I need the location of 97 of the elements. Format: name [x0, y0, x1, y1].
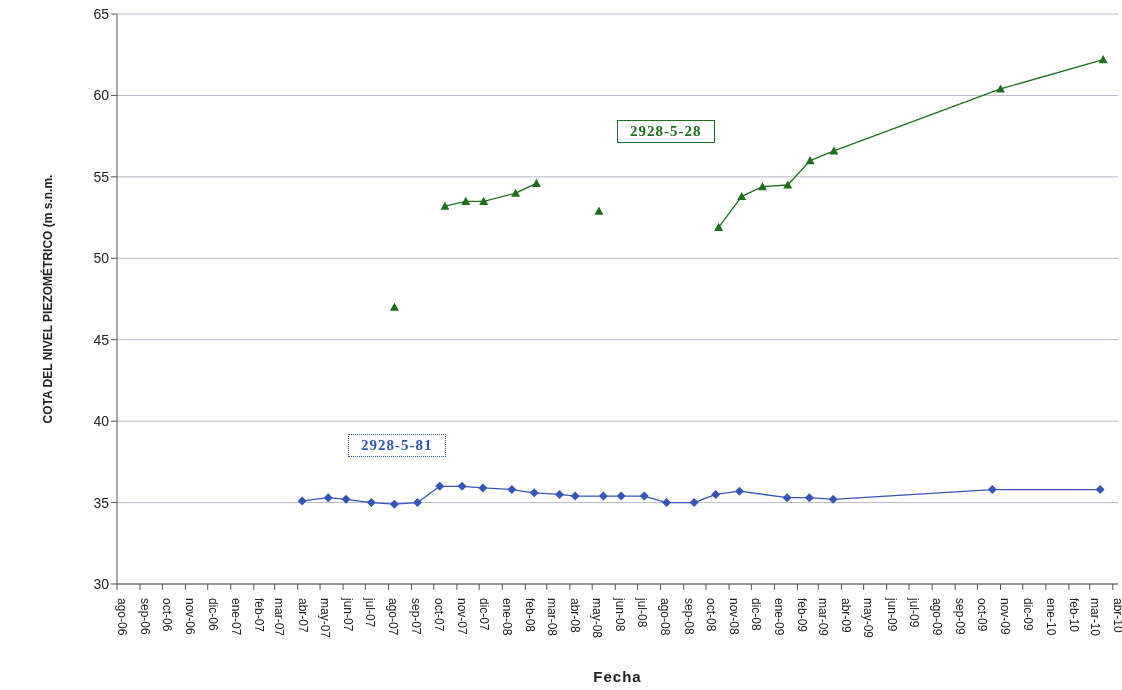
y-tick-label: 60	[93, 87, 110, 104]
x-tick-label: mar-08	[544, 598, 559, 637]
x-tick-label: dic-06	[205, 598, 220, 632]
point	[529, 488, 539, 498]
point	[461, 196, 471, 205]
point	[734, 486, 744, 496]
x-tick-label: abr-10	[1110, 598, 1122, 634]
point	[689, 498, 699, 508]
x-tick-label: nov-08	[726, 598, 741, 636]
x-tick-label: ene-07	[228, 598, 243, 636]
point	[714, 222, 724, 231]
point	[828, 494, 838, 504]
y-tick-label: 35	[93, 494, 110, 511]
point	[297, 496, 307, 506]
point	[570, 491, 580, 501]
point	[829, 146, 839, 155]
x-tick-label: oct-08	[703, 598, 718, 632]
point	[616, 491, 626, 501]
point	[639, 491, 649, 501]
point	[805, 156, 815, 165]
point	[389, 499, 399, 509]
point	[804, 493, 814, 503]
point	[531, 178, 541, 187]
x-tick-label: ago-06	[114, 598, 129, 636]
x-tick-label: ago-08	[658, 598, 673, 636]
x-tick-label: jun-08	[613, 597, 628, 632]
point	[389, 302, 399, 311]
point	[366, 498, 376, 508]
y-tick-label: 45	[93, 331, 110, 348]
point	[479, 196, 489, 205]
point	[1098, 55, 1108, 64]
x-tick-label: ene-10	[1043, 598, 1058, 636]
x-tick-label: may-07	[317, 598, 332, 639]
point	[996, 84, 1005, 93]
x-tick-label: ago-07	[386, 598, 401, 636]
x-tick-label: jul-07	[363, 597, 378, 628]
x-tick-label: mar-09	[816, 598, 831, 637]
point	[507, 485, 517, 495]
y-tick-label: 65	[93, 5, 110, 22]
point	[1095, 485, 1105, 495]
x-tick-label: ene-08	[500, 598, 515, 636]
point	[457, 481, 467, 491]
x-tick-label: feb-10	[1066, 598, 1081, 633]
text: 2928-5-28	[617, 120, 715, 143]
x-tick-label: feb-07	[251, 598, 266, 633]
x-tick-label: ago-09	[929, 598, 944, 636]
x-tick-label: sep-07	[409, 598, 424, 636]
x-tick-label: abr-08	[567, 598, 582, 634]
point	[323, 493, 333, 503]
x-tick-label: oct-07	[431, 598, 446, 632]
point	[782, 493, 792, 503]
y-tick-label: 55	[93, 168, 110, 185]
point	[511, 188, 521, 197]
point	[412, 498, 422, 508]
x-tick-label: feb-08	[523, 598, 538, 633]
x-tick-label: may-08	[590, 598, 605, 639]
x-tick-label: nov-07	[454, 598, 469, 636]
y-axis-title: COTA DEL NIVEL PIEZOMÉTRICO (m s.n.m.	[40, 174, 56, 424]
x-tick-label: nov-06	[183, 598, 198, 636]
x-tick-label: jun-07	[340, 597, 355, 632]
x-tick-label: abr-07	[295, 598, 310, 634]
x-tick-label: ene-09	[772, 598, 787, 636]
x-tick-label: dic-08	[749, 598, 764, 632]
point	[554, 489, 564, 499]
point	[783, 180, 793, 189]
x-tick-label: jul-09	[906, 597, 921, 628]
point	[662, 498, 672, 508]
x-tick-label: mar-07	[272, 598, 287, 637]
x-tick-label: abr-09	[839, 598, 854, 634]
x-tick-label: dic-09	[1020, 598, 1035, 632]
point	[440, 201, 450, 210]
point	[435, 481, 445, 491]
series-label: 2928-5-81	[348, 434, 446, 457]
x-tick-label: feb-09	[795, 598, 810, 633]
y-tick-label: 50	[93, 250, 110, 267]
point	[758, 182, 768, 191]
x-tick-label: may-09	[861, 598, 876, 639]
x-tick-label: sep-06	[137, 598, 152, 636]
point	[987, 485, 997, 495]
x-tick-label: sep-09	[952, 598, 967, 636]
point	[598, 491, 608, 501]
y-tick-label: 40	[93, 413, 110, 430]
x-tick-label: nov-09	[998, 598, 1013, 636]
x-tick-label: sep-08	[681, 598, 696, 636]
x-tick-label: mar-10	[1087, 598, 1102, 637]
y-tick-label: 30	[93, 575, 110, 592]
x-tick-label: oct-09	[975, 598, 990, 632]
x-tick-label: oct-06	[160, 598, 175, 632]
point	[478, 483, 488, 493]
point	[711, 489, 721, 499]
point	[594, 206, 604, 215]
point	[341, 494, 351, 504]
x-tick-label: dic-07	[477, 598, 491, 632]
x-tick-label: jul-08	[635, 597, 650, 628]
x-tick-label: jun-09	[884, 597, 899, 632]
point	[737, 191, 747, 200]
x-axis-title: Fecha	[593, 668, 642, 685]
